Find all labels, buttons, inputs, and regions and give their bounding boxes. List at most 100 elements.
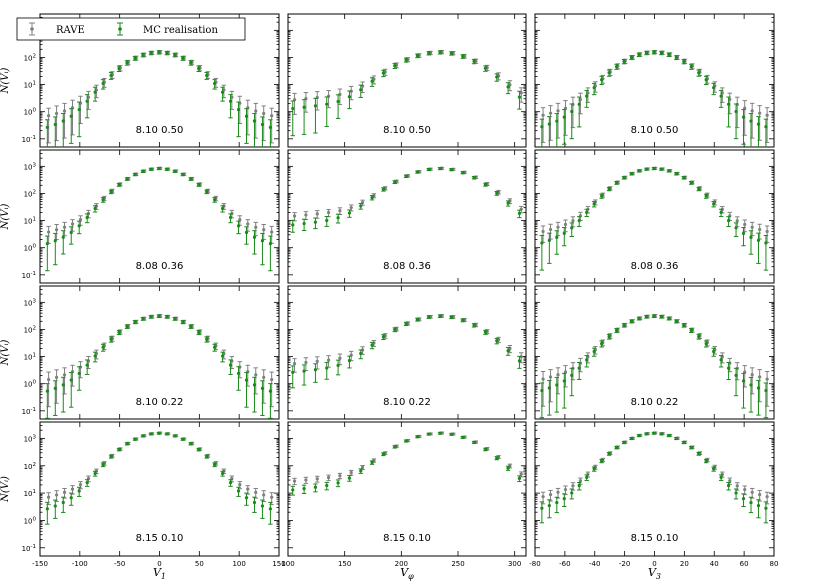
marker [756, 504, 761, 508]
marker [262, 228, 266, 232]
data-point [53, 380, 58, 416]
data-point [629, 319, 634, 324]
data-point [324, 361, 329, 380]
data-point [116, 329, 122, 336]
marker [197, 330, 201, 334]
data-point [483, 329, 488, 335]
legend-mc-marker [117, 22, 123, 36]
marker [734, 491, 738, 495]
data-point [764, 371, 770, 407]
marker [674, 319, 678, 323]
marker [508, 83, 512, 87]
data-point [629, 436, 634, 441]
marker [563, 487, 568, 492]
data-point [188, 60, 193, 66]
data-point [324, 96, 329, 127]
marker [360, 465, 365, 469]
marker [556, 225, 560, 229]
marker [585, 358, 589, 362]
marker [555, 383, 559, 387]
marker [719, 358, 723, 362]
marker [54, 375, 59, 379]
marker [449, 168, 454, 172]
data-point [644, 432, 649, 436]
marker [78, 217, 83, 222]
marker [133, 172, 137, 177]
marker [461, 54, 465, 58]
marker [689, 446, 693, 450]
marker [338, 209, 342, 213]
marker [228, 363, 233, 367]
marker [667, 316, 671, 321]
data-point [599, 340, 604, 348]
marker [47, 114, 51, 118]
y-axis-label: N(Vᵢ) [0, 476, 11, 503]
data-point [651, 50, 657, 55]
marker [213, 463, 217, 467]
marker [652, 314, 656, 318]
marker [244, 114, 249, 118]
marker [506, 349, 510, 353]
data-point [324, 216, 329, 227]
marker [749, 235, 753, 240]
data-point [172, 316, 177, 321]
data-point [584, 208, 589, 217]
marker [449, 51, 454, 55]
marker [205, 190, 209, 194]
marker [109, 190, 113, 194]
data-point [369, 195, 375, 201]
marker [197, 183, 201, 187]
marker [415, 317, 420, 322]
marker [404, 174, 408, 178]
marker [704, 78, 708, 82]
marker [506, 85, 510, 89]
marker [205, 337, 209, 341]
ytick-label: 103 [24, 434, 37, 443]
marker [220, 206, 225, 211]
marker [181, 56, 185, 60]
data-point [756, 499, 761, 519]
marker [735, 219, 739, 223]
marker [644, 315, 649, 319]
marker [262, 111, 266, 116]
marker [577, 366, 581, 370]
legend-rave-label: RAVE [56, 25, 85, 36]
marker [758, 375, 762, 379]
marker [622, 176, 626, 180]
series-rave [46, 314, 274, 408]
marker [741, 231, 746, 235]
ytick-label: 103 [24, 162, 37, 171]
marker [313, 104, 318, 108]
data-point [539, 118, 545, 147]
marker [622, 59, 626, 64]
marker [749, 119, 753, 123]
marker [228, 480, 233, 485]
marker [197, 66, 201, 71]
marker [370, 79, 374, 83]
data-point [269, 492, 274, 506]
marker [125, 61, 129, 65]
marker [54, 111, 59, 116]
marker [674, 436, 678, 441]
data-point [614, 445, 619, 450]
marker [47, 377, 51, 382]
marker [268, 507, 272, 511]
data-point [76, 366, 82, 391]
data-point [116, 65, 122, 73]
marker [758, 492, 762, 497]
marker [326, 210, 331, 215]
data-point [494, 337, 499, 345]
data-point [108, 454, 114, 459]
data-point [696, 69, 701, 77]
data-point [46, 107, 51, 144]
marker [614, 181, 619, 185]
data-point [228, 94, 233, 119]
marker [69, 496, 73, 500]
marker [181, 437, 185, 441]
data-point [703, 340, 709, 348]
data-point [426, 432, 431, 436]
marker [438, 431, 442, 435]
marker [562, 231, 566, 235]
marker [61, 119, 65, 123]
marker [254, 109, 258, 113]
